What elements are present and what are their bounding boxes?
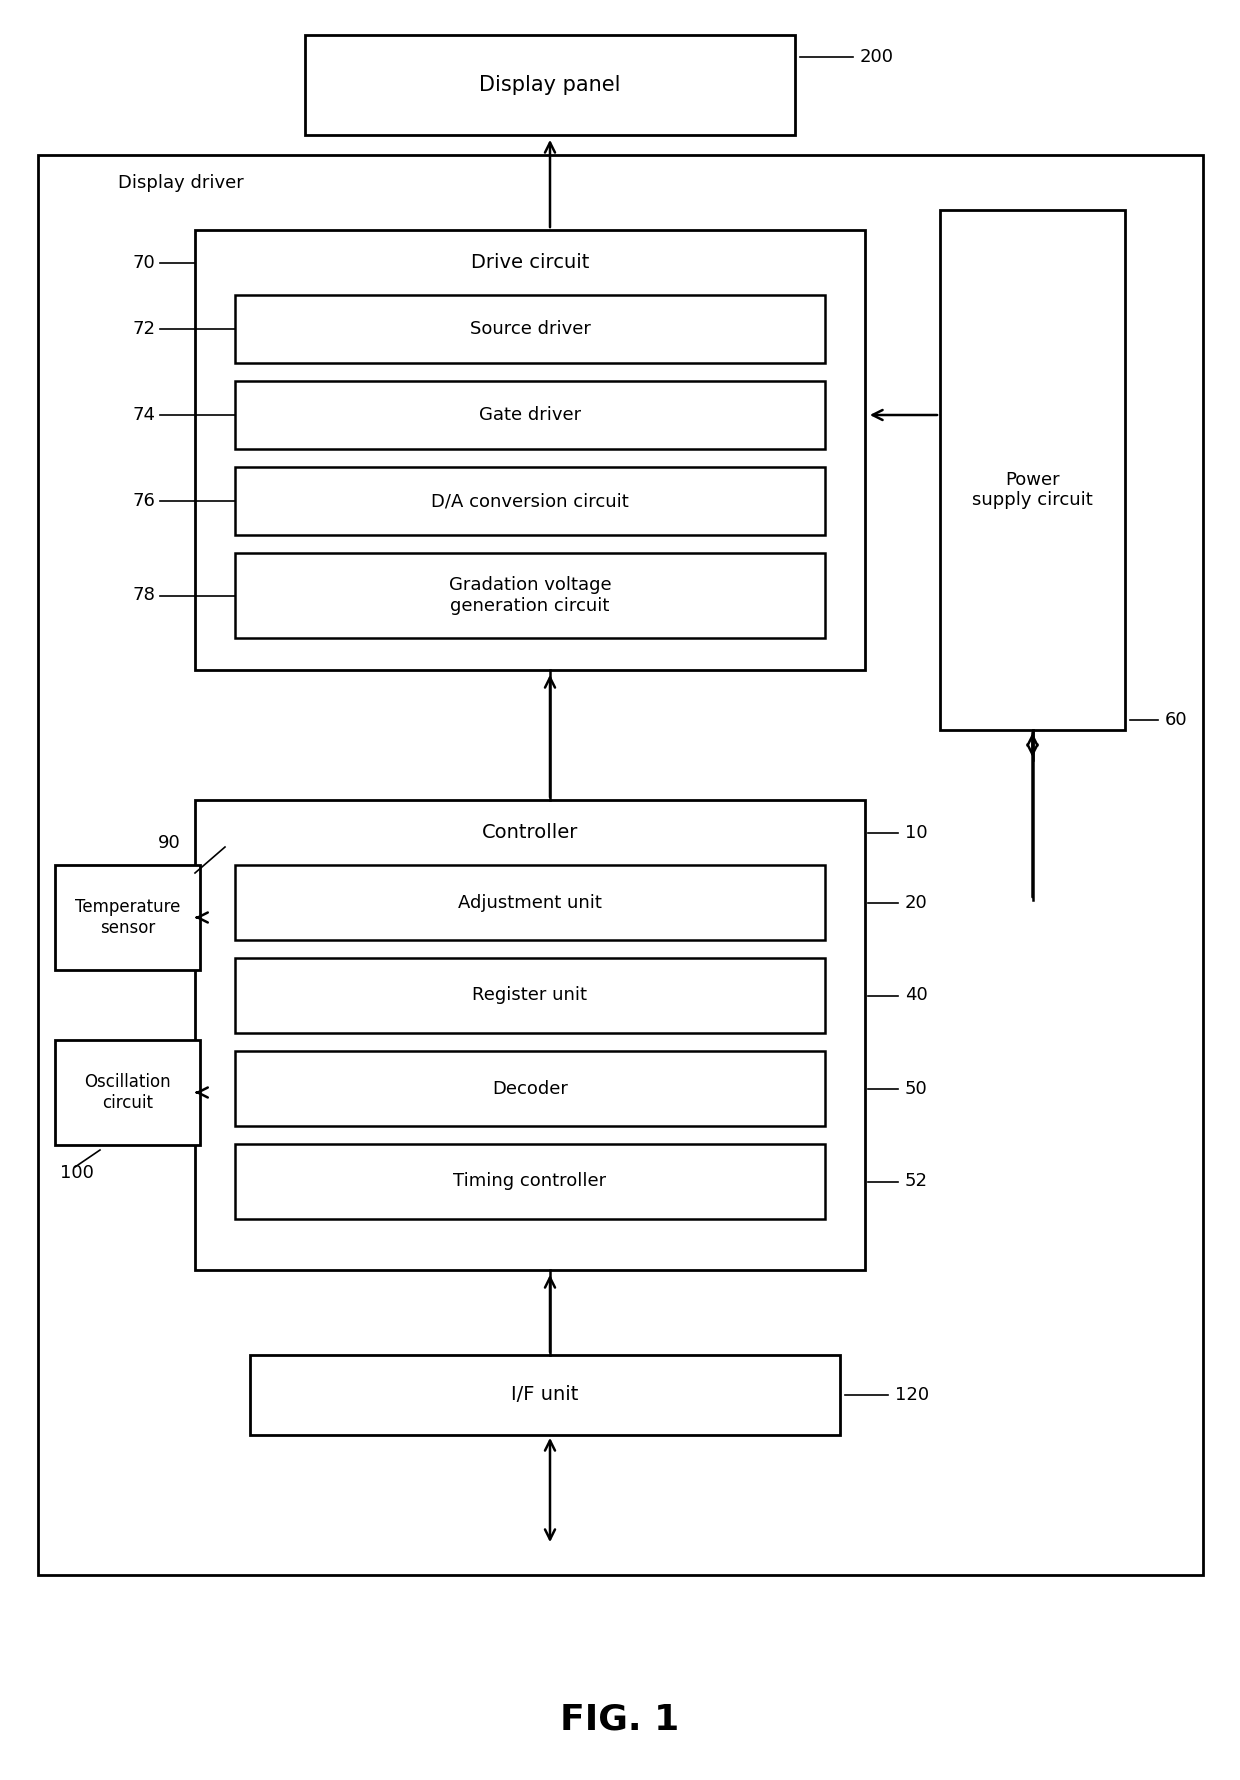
Text: 200: 200 xyxy=(861,48,894,66)
Text: 90: 90 xyxy=(157,835,180,853)
Bar xyxy=(55,865,200,970)
Text: 74: 74 xyxy=(131,406,155,424)
Text: 50: 50 xyxy=(905,1079,928,1098)
Bar xyxy=(236,1145,825,1219)
Bar xyxy=(236,865,825,940)
Text: Drive circuit: Drive circuit xyxy=(471,253,589,272)
Text: Gate driver: Gate driver xyxy=(479,406,582,424)
Bar xyxy=(250,1355,839,1435)
Text: 60: 60 xyxy=(1166,710,1188,730)
Text: 70: 70 xyxy=(133,255,155,272)
Text: Controller: Controller xyxy=(482,824,578,842)
Bar xyxy=(305,36,795,135)
Text: Decoder: Decoder xyxy=(492,1079,568,1098)
Bar xyxy=(195,799,866,1269)
Text: Timing controller: Timing controller xyxy=(454,1173,606,1191)
Text: Display panel: Display panel xyxy=(479,75,621,94)
Text: 10: 10 xyxy=(905,824,928,842)
Bar xyxy=(38,155,1203,1575)
Bar xyxy=(236,295,825,363)
Text: I/F unit: I/F unit xyxy=(511,1385,579,1404)
Text: 76: 76 xyxy=(133,491,155,511)
Text: Display driver: Display driver xyxy=(118,174,244,192)
Text: Gradation voltage
generation circuit: Gradation voltage generation circuit xyxy=(449,577,611,614)
Text: 40: 40 xyxy=(905,986,928,1004)
Text: Register unit: Register unit xyxy=(472,986,588,1004)
Bar xyxy=(236,1050,825,1127)
Text: Temperature
sensor: Temperature sensor xyxy=(74,899,180,936)
Bar xyxy=(55,1040,200,1145)
Bar xyxy=(236,958,825,1032)
Text: 20: 20 xyxy=(905,894,928,911)
Text: 52: 52 xyxy=(905,1173,928,1191)
Text: 100: 100 xyxy=(60,1164,94,1182)
Text: 78: 78 xyxy=(133,586,155,605)
Text: Source driver: Source driver xyxy=(470,320,590,338)
Bar xyxy=(236,554,825,637)
Text: 72: 72 xyxy=(131,320,155,338)
Text: 120: 120 xyxy=(895,1387,929,1404)
Text: D/A conversion circuit: D/A conversion circuit xyxy=(432,491,629,511)
Bar xyxy=(195,230,866,669)
Bar xyxy=(236,466,825,536)
Bar xyxy=(236,381,825,449)
Text: Adjustment unit: Adjustment unit xyxy=(458,894,601,911)
Text: Oscillation
circuit: Oscillation circuit xyxy=(84,1073,171,1112)
Bar xyxy=(940,210,1125,730)
Text: FIG. 1: FIG. 1 xyxy=(560,1703,680,1737)
Text: Power
supply circuit: Power supply circuit xyxy=(972,470,1092,509)
